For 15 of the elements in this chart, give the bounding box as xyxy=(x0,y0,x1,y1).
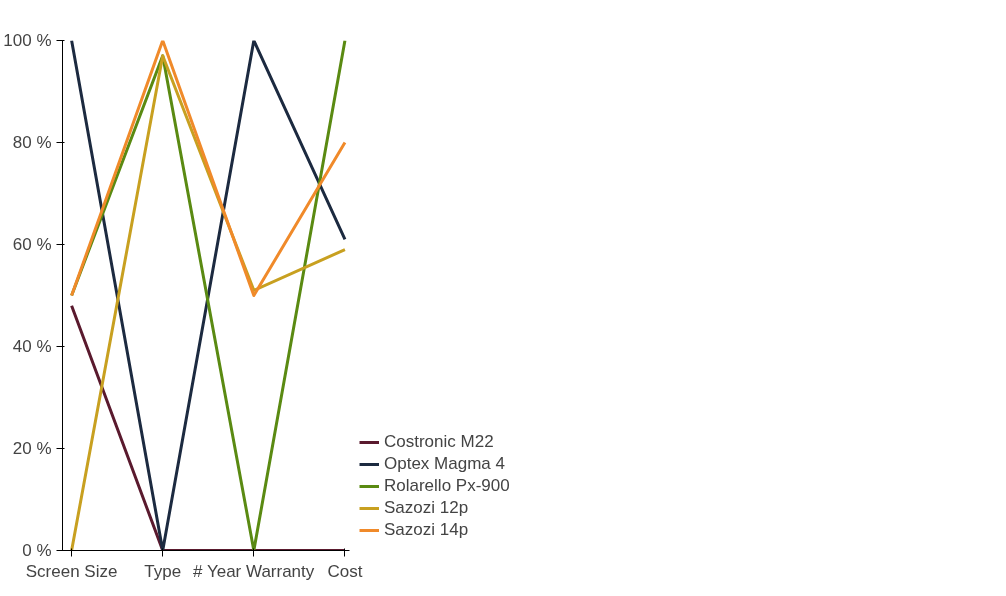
x-tick-label: # Year Warranty xyxy=(193,561,315,581)
legend-label: Optex Magma 4 xyxy=(384,454,505,474)
legend-label: Costronic M22 xyxy=(384,432,494,452)
x-tick-label: Cost xyxy=(327,561,363,581)
x-tick-label: Screen Size xyxy=(25,561,118,581)
y-tick-label: 100 % xyxy=(3,31,52,50)
y-tick-label: 40 % xyxy=(12,337,52,356)
x-tick-label: Type xyxy=(144,561,182,581)
y-tick-label: 0 % xyxy=(22,541,52,560)
legend-label: Rolarello Px-900 xyxy=(384,476,510,496)
y-tick-label: 60 % xyxy=(12,235,52,254)
y-tick-label: 80 % xyxy=(12,133,52,152)
legend-label: Sazozi 14p xyxy=(384,520,469,540)
y-tick-label: 20 % xyxy=(12,439,52,458)
legend-label: Sazozi 12p xyxy=(384,498,469,518)
